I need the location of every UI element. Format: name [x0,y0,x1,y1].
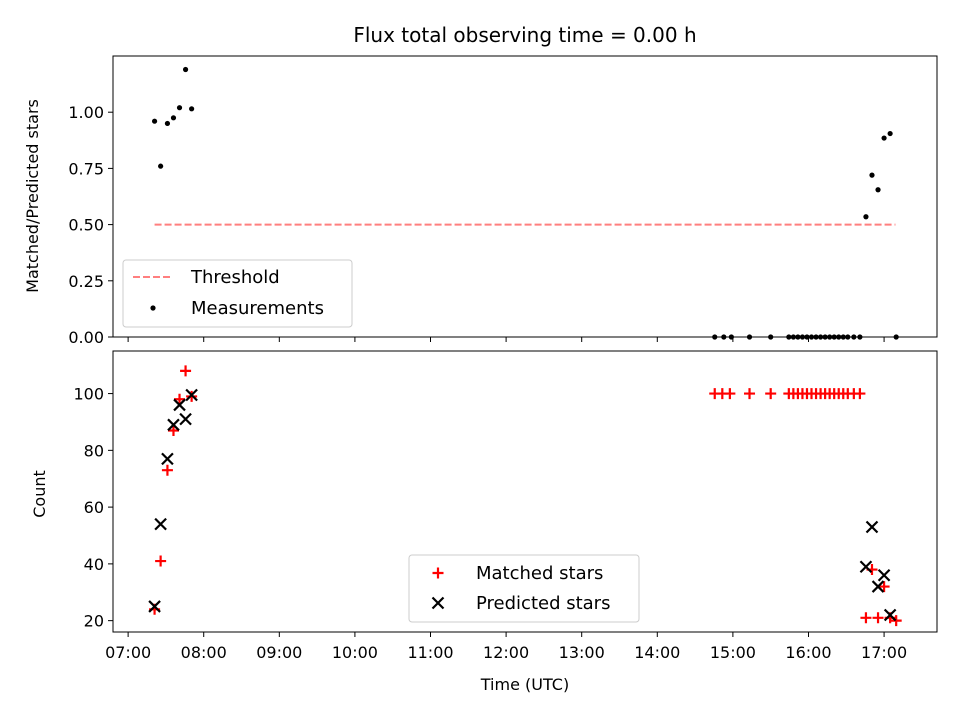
bottom-chart-ylabel: Count [30,470,49,518]
x-tick-label: 13:00 [559,643,605,662]
matched-star-point [860,612,872,624]
predicted-star-point [173,398,186,412]
matched-star-point [174,393,186,405]
measurement-point [170,115,177,121]
measurement-point [881,135,887,141]
x-tick-label: 17:00 [861,643,907,662]
y-tick-label: 20 [84,612,104,631]
predicted-star-point [185,388,198,402]
legend-measurements-swatch [150,305,156,311]
top-chart-ylabel: Matched/Predicted stars [23,99,42,293]
x-tick-label: 12:00 [483,643,529,662]
predicted-star-point [179,412,192,426]
legend-box [122,259,353,328]
legend-matched-swatch [432,567,444,579]
matched-star-point [872,612,884,624]
predicted-star-point [883,608,897,622]
matched-star-point [180,365,192,377]
legend-predicted-swatch [431,596,445,610]
x-tick-label: 07:00 [105,643,151,662]
matched-star-point [724,388,736,400]
predicted-star-point [167,418,180,432]
y-tick-label: 80 [84,441,104,460]
measurement-point [164,120,171,127]
measurement-point [869,172,875,178]
measurement-point [863,214,869,220]
x-tick-label: 08:00 [181,643,227,662]
plot-frame [112,55,938,338]
predicted-star-point [871,580,885,593]
measurement-point [176,105,183,111]
matched-star-point [854,388,866,400]
x-tick-label: 11:00 [407,643,453,662]
predicted-star-point [877,568,891,582]
predicted-star-point [859,560,873,573]
x-tick-label: 09:00 [256,643,302,662]
predicted-star-point [161,452,174,466]
matched-star-point [890,615,902,627]
y-tick-label: 100 [73,385,104,404]
bottom-chart-xlabel: Time (UTC) [480,675,569,694]
y-tick-label: 0.50 [68,216,104,235]
y-tick-label: 0.25 [68,272,104,291]
legend-box [408,554,640,623]
matched-star-point [765,388,777,400]
top-chart-title: Flux total observing time = 0.00 h [353,23,696,47]
y-tick-label: 1.00 [68,103,104,122]
x-tick-label: 15:00 [710,643,756,662]
x-tick-label: 14:00 [634,643,680,662]
top-chart: 0.00 0.25 0.50 0.75 1.00 Threshold Measurement… [68,55,938,347]
y-tick-label: 60 [84,498,104,517]
x-tick-label: 16:00 [785,643,831,662]
legend-measurements-label: Measurements [191,298,324,319]
measurement-point [182,66,189,73]
y-tick-label: 0.00 [68,328,104,347]
y-tick-label: 0.75 [68,159,104,178]
measurement-point [887,130,893,137]
matched-star-point [161,464,173,476]
matched-star-point [167,424,179,436]
legend-matched-label: Matched stars [476,563,603,584]
bottom-chart: 20 40 60 80 100 07:00 08:00 09:00 10:00 11:00 12:0… [73,350,938,662]
measurement-point [875,187,881,193]
x-tick-label: 10:00 [332,643,378,662]
predicted-star-point [865,520,879,534]
matched-star-point [878,581,890,593]
legend-predicted-label: Predicted stars [476,593,610,614]
plot-frame [112,350,938,633]
legend-threshold-label: Threshold [190,267,280,288]
predicted-star-point [154,517,167,531]
matched-star-point [744,388,756,400]
measurement-point [158,163,164,169]
y-tick-label: 40 [84,555,104,574]
measurement-point [189,106,195,112]
matched-star-point [155,555,167,567]
predicted-star-point [148,600,161,613]
measurement-point [151,118,158,124]
